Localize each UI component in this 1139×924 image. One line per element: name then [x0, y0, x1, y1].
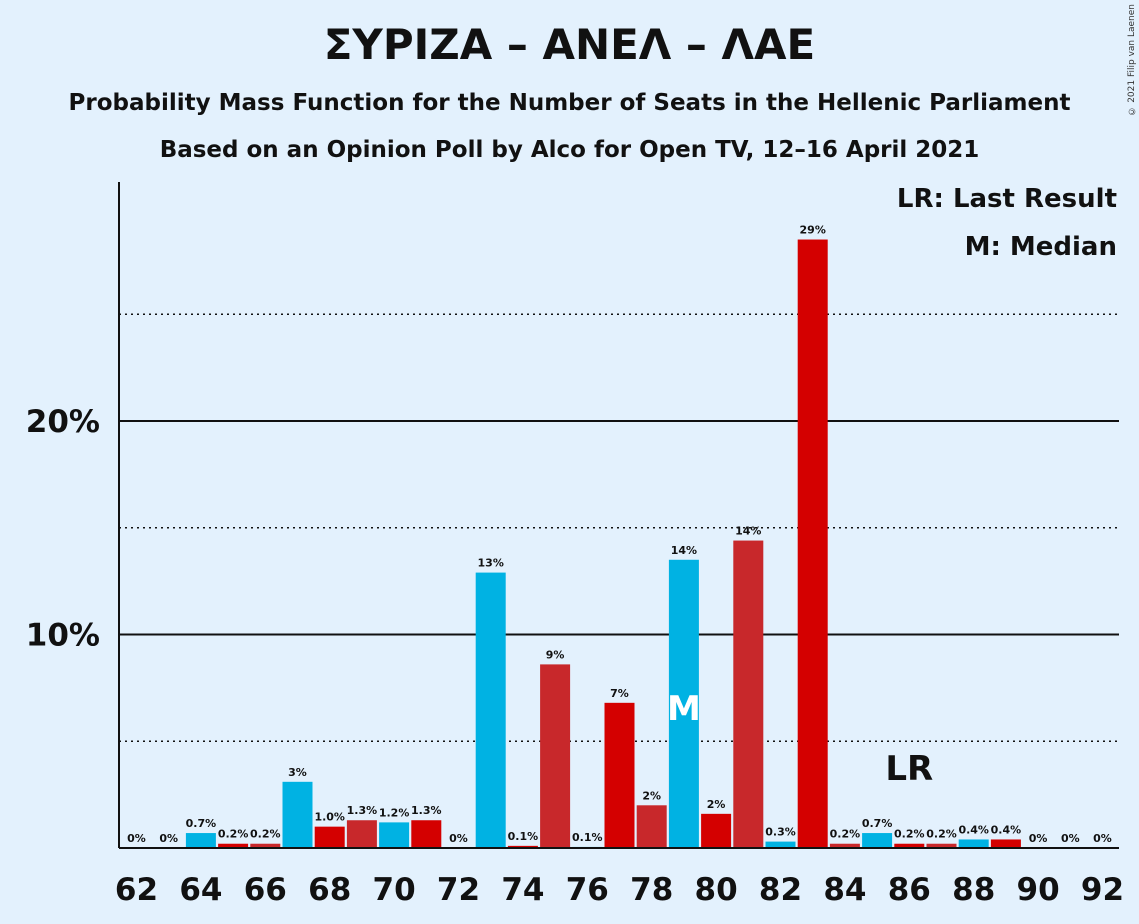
bar-value-label: 29% [800, 224, 826, 237]
bar-seat-68 [314, 826, 345, 848]
bar-value-label: 0.4% [958, 823, 989, 836]
bar-value-label: 14% [735, 525, 761, 538]
last-result-marker: LR [885, 749, 933, 789]
bar-value-label: 0.2% [250, 828, 281, 841]
bar-value-label: 9% [546, 648, 565, 661]
bar-seat-69 [346, 820, 377, 848]
axes: 10% 20% 62 64 66 68 70 72 74 76 78 80 82 84 86 88 90 92 [26, 182, 1124, 908]
bar-value-label: 0.2% [894, 828, 925, 841]
bar-value-label: 1.3% [347, 804, 378, 817]
x-tick-label: 62 [115, 872, 158, 908]
x-tick-label: 72 [437, 872, 480, 908]
bar-value-label: 7% [610, 687, 629, 700]
bar-seat-78 [636, 805, 667, 848]
y-tick-label: 10% [26, 618, 100, 654]
bar-seat-75 [540, 664, 571, 848]
bar-seat-64 [185, 833, 216, 848]
bar-value-label: 0% [127, 832, 146, 845]
legend-median: M: Median [964, 232, 1117, 262]
x-tick-label: 78 [630, 872, 673, 908]
bar-value-label: 0.2% [218, 828, 249, 841]
bar-seat-81 [733, 540, 764, 848]
bar-seat-65 [218, 843, 249, 848]
bar-seat-86 [894, 843, 925, 848]
bar-value-label: 0.7% [862, 817, 893, 830]
x-tick-label: 88 [952, 872, 995, 908]
bar-value-label: 2% [642, 789, 661, 802]
x-tick-label: 64 [179, 872, 222, 908]
bar-seat-85 [862, 833, 893, 848]
bar-value-label: 0% [1093, 832, 1112, 845]
bar-seat-84 [829, 843, 860, 848]
markers: M LR [667, 689, 933, 789]
bar-seat-79 [668, 559, 699, 848]
x-tick-label: 84 [823, 872, 866, 908]
x-tick-label: 76 [566, 872, 609, 908]
bar-seat-74 [507, 845, 538, 848]
bar-value-label: 0% [1061, 832, 1080, 845]
bar-seat-83 [797, 239, 828, 848]
chart-subtitle-1: Probability Mass Function for the Number… [68, 90, 1071, 116]
bar-value-label: 0.2% [926, 828, 957, 841]
bar-value-label: 14% [671, 544, 697, 557]
bar-value-label: 0% [1029, 832, 1048, 845]
median-marker: M [667, 689, 701, 729]
bar-seat-88 [958, 839, 989, 848]
legend-last-result: LR: Last Result [896, 184, 1117, 214]
chart-title: ΣΥΡΙΖΑ – ΑΝΕΛ – ΛΑΕ [323, 20, 816, 69]
bar-value-label: 0.2% [830, 828, 861, 841]
x-tick-label: 68 [308, 872, 351, 908]
bar-seat-82 [765, 841, 796, 848]
bar-seat-77 [604, 702, 635, 848]
bar-value-label: 0% [159, 832, 178, 845]
bar-seat-66 [250, 843, 281, 848]
bar-value-label: 1.2% [379, 806, 410, 819]
bar-value-label: 2% [707, 798, 726, 811]
bar-value-label: 0.7% [186, 817, 217, 830]
x-tick-label: 86 [888, 872, 931, 908]
y-tick-label: 20% [26, 404, 100, 440]
gridlines [119, 313, 1119, 742]
bar-value-label: 0.3% [765, 826, 796, 839]
bar-series [185, 239, 1021, 848]
bar-seat-80 [701, 813, 732, 848]
bar-value-label: 1.3% [411, 804, 442, 817]
x-tick-label: 66 [244, 872, 287, 908]
chart-subtitle-2: Based on an Opinion Poll by Alco for Ope… [159, 137, 980, 163]
bar-value-label: 0.1% [572, 831, 603, 844]
bar-seat-71 [411, 820, 442, 848]
bar-seat-70 [379, 822, 410, 848]
bar-value-label: 0.1% [508, 830, 539, 843]
bar-value-label: 13% [478, 557, 504, 570]
data-labels: 0% 0%0.7%0.2% 0.2%3%1.0% 1.3% 1.2% 1.3%0%13%0… [127, 224, 1112, 845]
x-tick-label: 74 [501, 872, 544, 908]
x-tick-label: 80 [695, 872, 738, 908]
bar-value-label: 3% [288, 766, 307, 779]
bar-value-label: 0.4% [991, 823, 1022, 836]
bar-value-label: 0% [449, 832, 468, 845]
x-tick-label: 70 [373, 872, 416, 908]
x-tick-label: 92 [1081, 872, 1124, 908]
bar-seat-67 [282, 781, 313, 848]
bar-seat-87 [926, 843, 957, 848]
bar-seat-73 [475, 572, 506, 848]
x-tick-label: 90 [1017, 872, 1060, 908]
bar-seat-89 [990, 839, 1021, 848]
bar-value-label: 1.0% [314, 811, 345, 824]
x-tick-label: 82 [759, 872, 802, 908]
